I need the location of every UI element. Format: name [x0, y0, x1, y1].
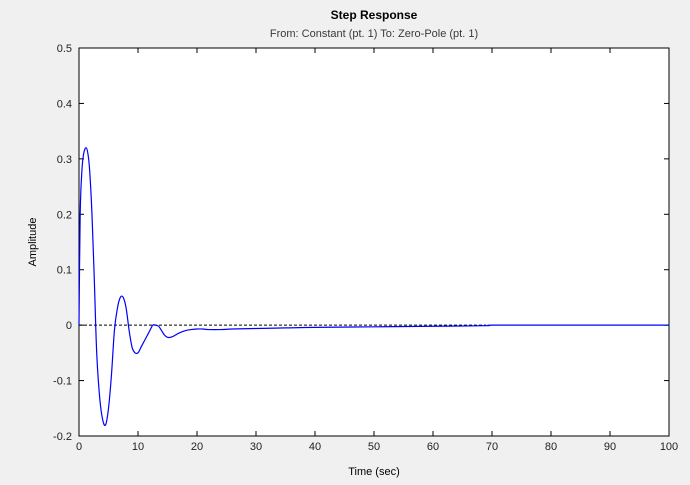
x-tick-label: 70: [486, 441, 498, 453]
x-tick-label: 0: [76, 441, 82, 453]
y-tick-label: 0.3: [57, 154, 72, 166]
tick-labels: 0 10 20 30 40 50 60 70 80 90 100 -0.2 -0.1 0 0.1 0.2 0.3…: [53, 43, 678, 453]
y-tick-label: 0: [66, 320, 72, 332]
y-axis-label: Amplitude: [27, 218, 39, 267]
x-tick-label: 10: [132, 441, 144, 453]
chart-title: Step Response: [331, 8, 418, 22]
y-tick-label: 0.4: [57, 98, 72, 110]
axis-ticks: [78, 47, 670, 437]
plot-area[interactable]: [78, 47, 670, 437]
y-tick-label: -0.1: [53, 376, 72, 388]
y-tick-label: 0.2: [57, 209, 72, 221]
chart-subtitle: From: Constant (pt. 1) To: Zero-Pole (pt…: [270, 28, 478, 40]
x-tick-label: 80: [545, 441, 557, 453]
x-tick-label: 60: [427, 441, 439, 453]
x-tick-label: 90: [604, 441, 616, 453]
y-tick-label: -0.2: [53, 431, 72, 443]
y-tick-label: 0.1: [57, 265, 72, 277]
x-tick-label: 50: [368, 441, 380, 453]
x-axis-label: Time (sec): [348, 466, 400, 478]
x-tick-label: 20: [191, 441, 203, 453]
y-tick-label: 0.5: [57, 43, 72, 55]
step-response-line: [78, 147, 669, 427]
x-tick-label: 40: [309, 441, 321, 453]
x-tick-label: 30: [250, 441, 262, 453]
x-tick-label: 100: [660, 441, 678, 453]
